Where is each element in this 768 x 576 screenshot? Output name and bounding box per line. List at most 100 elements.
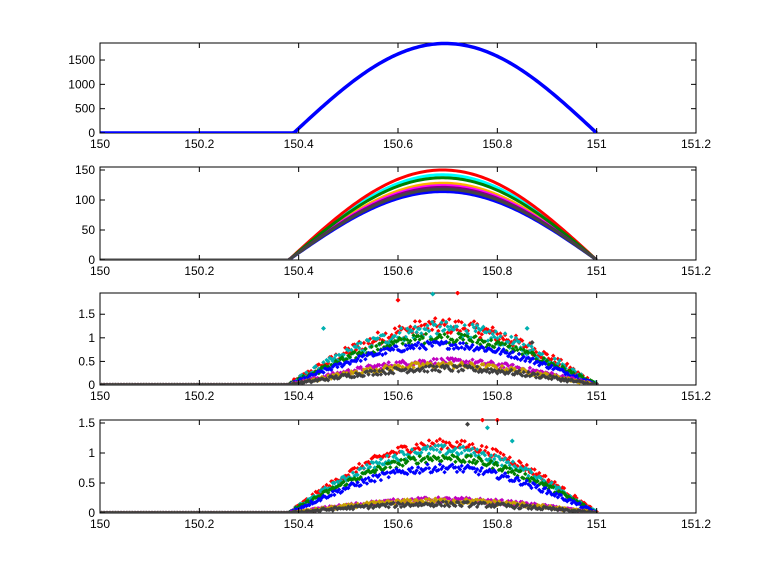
- data-point: [412, 324, 418, 329]
- data-point: [462, 439, 467, 444]
- data-point: [530, 347, 536, 352]
- data-point: [405, 326, 410, 331]
- data-point: [408, 469, 413, 474]
- data-point: [499, 497, 505, 503]
- data-point: [479, 332, 485, 337]
- data-point: [339, 489, 345, 494]
- data-point: [487, 342, 492, 348]
- data-point: [505, 474, 511, 479]
- data-point: [353, 370, 359, 376]
- series-points-7: [100, 499, 599, 513]
- data-point: [499, 363, 505, 369]
- data-point: [513, 333, 519, 338]
- data-point: [459, 450, 464, 456]
- data-point: [366, 338, 371, 343]
- data-point: [560, 376, 565, 381]
- data-point: [492, 345, 497, 350]
- data-point: [437, 436, 443, 442]
- data-point: [423, 331, 429, 337]
- data-point: [507, 351, 512, 356]
- data-point: [378, 348, 384, 353]
- data-point: [377, 368, 382, 374]
- data-point: [513, 335, 519, 341]
- data-point: [518, 371, 523, 377]
- data-point: [380, 352, 385, 358]
- data-point: [355, 341, 360, 346]
- data-point: [470, 446, 475, 451]
- data-point: [513, 354, 519, 360]
- data-point: [505, 339, 511, 345]
- data-point: [384, 366, 390, 371]
- data-point: [369, 478, 374, 483]
- data-point: [372, 479, 377, 484]
- data-point: [415, 361, 421, 366]
- data-point: [513, 369, 519, 375]
- data-point: [347, 361, 353, 367]
- data-point: [408, 324, 413, 329]
- data-point: [543, 485, 548, 491]
- data-point: [437, 324, 443, 329]
- y-tick-label: 0: [88, 253, 95, 267]
- data-point: [447, 504, 452, 509]
- data-point: [330, 489, 336, 494]
- data-point: [546, 477, 551, 483]
- data-point: [358, 340, 363, 346]
- data-point: [474, 323, 480, 328]
- data-point: [529, 344, 534, 349]
- data-point: [464, 341, 469, 346]
- data-point: [361, 352, 367, 358]
- plot-area: [99, 166, 697, 261]
- data-point: [415, 340, 421, 345]
- plot-area: [99, 419, 697, 514]
- data-point: [391, 500, 396, 506]
- data-point: [510, 459, 516, 464]
- data-point: [564, 379, 570, 384]
- data-point: [384, 453, 390, 458]
- data-point: [431, 356, 436, 362]
- data-point: [551, 367, 556, 372]
- data-point: [557, 485, 562, 490]
- data-point: [346, 348, 351, 353]
- x-tick-label: 150: [90, 264, 110, 278]
- data-point: [447, 317, 452, 322]
- data-point: [470, 339, 475, 345]
- data-point: [405, 447, 410, 453]
- data-point: [526, 473, 531, 479]
- data-point: [355, 480, 360, 485]
- data-point: [409, 328, 415, 334]
- data-point: [375, 347, 381, 352]
- data-layer: [100, 41, 598, 133]
- data-point: [496, 362, 502, 367]
- data-point: [433, 465, 438, 470]
- data-point: [361, 465, 367, 471]
- data-point: [383, 351, 388, 356]
- data-point: [526, 355, 531, 360]
- data-point: [569, 377, 575, 382]
- data-point: [470, 342, 475, 348]
- data-point: [529, 485, 534, 491]
- data-point: [403, 367, 408, 372]
- data-point: [454, 439, 460, 445]
- y-tick-label: 1.5: [78, 307, 95, 321]
- series-line-4: [100, 168, 598, 260]
- data-point: [560, 485, 565, 490]
- data-point: [440, 499, 446, 504]
- data-point: [437, 462, 443, 467]
- data-point: [555, 366, 561, 371]
- data-point: [568, 497, 573, 502]
- data-point: [532, 352, 537, 358]
- data-point: [419, 323, 424, 328]
- data-point: [513, 467, 519, 473]
- data-point: [583, 504, 589, 509]
- data-point: [415, 503, 421, 509]
- data-point: [492, 334, 497, 340]
- data-point: [453, 503, 458, 509]
- y-tick-label: 1000: [68, 77, 95, 91]
- data-point: [537, 487, 542, 493]
- data-point: [487, 329, 492, 334]
- data-point: [364, 481, 370, 486]
- data-point: [329, 367, 334, 373]
- data-point: [352, 349, 357, 355]
- data-point: [417, 337, 422, 342]
